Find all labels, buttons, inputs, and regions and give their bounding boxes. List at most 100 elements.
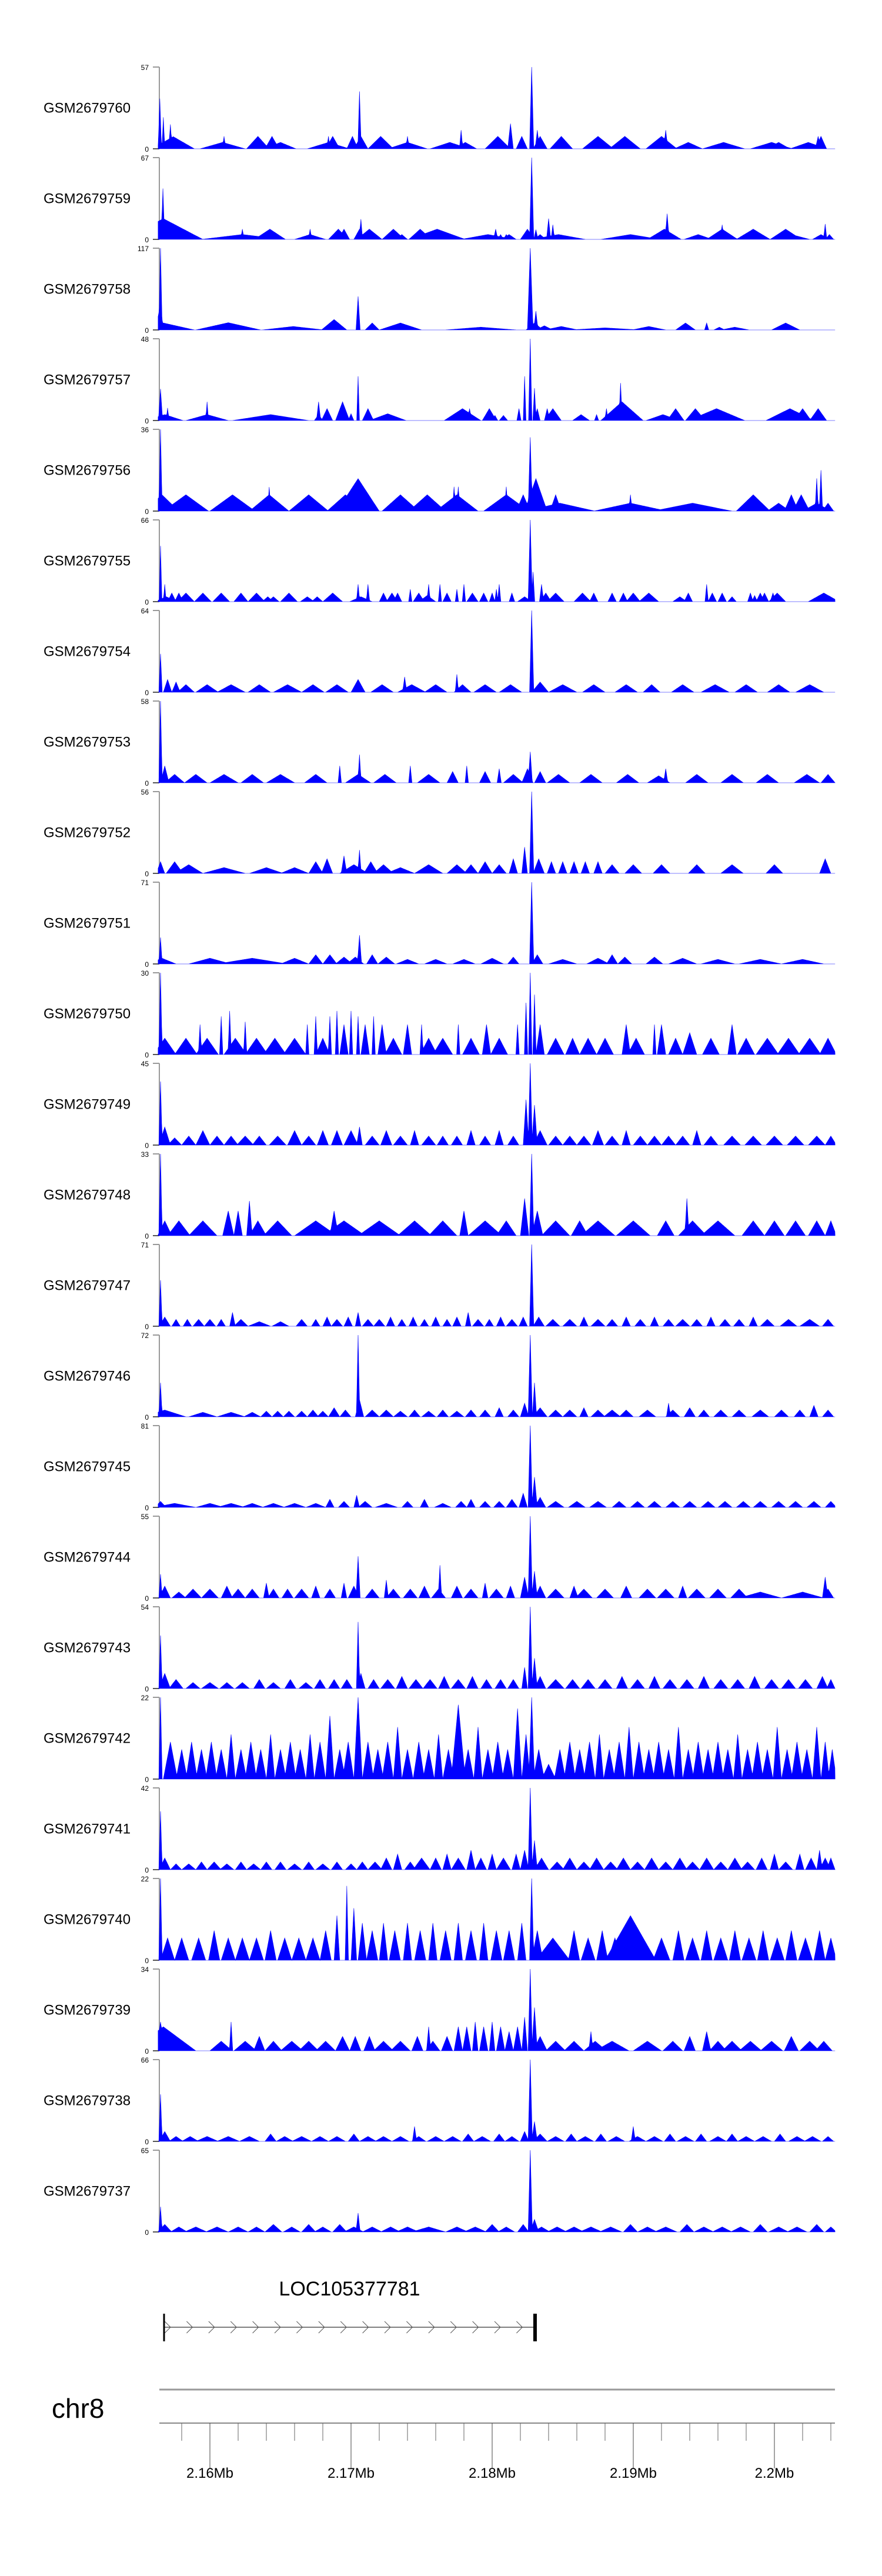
y-axis-zero-label: 0 — [145, 1594, 149, 1603]
strand-arrow-icon — [252, 2321, 259, 2334]
track-label: GSM2679745 — [44, 1459, 131, 1475]
y-axis-max-label: 66 — [141, 2056, 149, 2064]
coverage-area-GSM2679738 — [158, 2059, 836, 2142]
y-axis-max-label: 71 — [141, 1241, 149, 1249]
axis-tick-label: 2.17Mb — [328, 2465, 375, 2481]
strand-arrow-icon — [296, 2321, 303, 2334]
track-label: GSM2679740 — [44, 1912, 131, 1928]
track-label: GSM2679754 — [44, 644, 131, 660]
y-axis-zero-label: 0 — [145, 145, 149, 154]
coverage-area-GSM2679760 — [158, 66, 836, 149]
strand-arrow-icon — [362, 2321, 369, 2334]
axis-tick-label: 2.18Mb — [469, 2465, 516, 2481]
track-label: GSM2679751 — [44, 916, 131, 932]
track-label: GSM2679739 — [44, 2003, 131, 2018]
track-label: GSM2679752 — [44, 825, 131, 841]
track-label: GSM2679748 — [44, 1187, 131, 1203]
coverage-area-GSM2679750 — [158, 972, 836, 1055]
strand-arrow-icon — [230, 2321, 237, 2334]
y-axis-zero-label: 0 — [145, 1413, 149, 1422]
y-axis-max-label: 30 — [141, 969, 149, 977]
coverage-area-GSM2679758 — [158, 248, 836, 331]
chromosome-label: chr8 — [52, 2393, 104, 2424]
y-axis-zero-label: 0 — [145, 779, 149, 788]
coverage-area-GSM2679757 — [158, 338, 836, 421]
y-axis-zero-label: 0 — [145, 1866, 149, 1874]
strand-arrow-icon — [274, 2321, 281, 2334]
coverage-area-GSM2679759 — [158, 157, 836, 240]
coverage-area-GSM2679741 — [158, 1787, 836, 1870]
y-axis-max-label: 71 — [141, 879, 149, 887]
y-axis-zero-label: 0 — [145, 1776, 149, 1784]
gene-exon-start — [163, 2314, 165, 2341]
track-label: GSM2679741 — [44, 1821, 131, 1837]
y-axis-max-label: 66 — [141, 516, 149, 525]
track-label: GSM2679760 — [44, 101, 131, 116]
strand-arrow-icon — [406, 2321, 413, 2334]
y-axis-zero-label: 0 — [145, 960, 149, 969]
coverage-area-GSM2679752 — [158, 791, 836, 874]
y-axis-max-label: 45 — [141, 1060, 149, 1068]
y-axis-max-label: 33 — [141, 1150, 149, 1159]
track-label: GSM2679737 — [44, 2184, 131, 2200]
coverage-area-GSM2679753 — [158, 700, 836, 783]
y-axis-max-label: 64 — [141, 607, 149, 615]
y-axis-max-label: 57 — [141, 64, 149, 72]
strand-arrow-icon — [318, 2321, 325, 2334]
track-label: GSM2679759 — [44, 191, 131, 207]
gene-label: LOC105377781 — [279, 2278, 420, 2300]
coverage-area-GSM2679751 — [158, 882, 836, 965]
y-axis-zero-label: 0 — [145, 598, 149, 606]
strand-arrow-icon — [516, 2321, 523, 2334]
coverage-area-GSM2679739 — [158, 1968, 836, 2051]
coverage-area-GSM2679749 — [158, 1063, 836, 1146]
coverage-area-GSM2679740 — [158, 1878, 836, 1961]
y-axis-zero-label: 0 — [145, 1232, 149, 1240]
strand-arrow-icon — [494, 2321, 501, 2334]
y-axis-zero-label: 0 — [145, 2228, 149, 2237]
axis-tick-label: 2.19Mb — [610, 2465, 657, 2481]
track-label: GSM2679738 — [44, 2093, 131, 2109]
strand-arrow-icon — [186, 2321, 193, 2334]
coverage-area-GSM2679754 — [158, 610, 836, 693]
track-label: GSM2679749 — [44, 1097, 131, 1113]
y-axis-zero-label: 0 — [145, 236, 149, 244]
strand-arrow-icon — [472, 2321, 479, 2334]
strand-arrow-icon — [340, 2321, 347, 2334]
coverage-area-GSM2679746 — [158, 1334, 836, 1417]
track-label: GSM2679742 — [44, 1731, 131, 1747]
y-axis-max-label: 65 — [141, 2147, 149, 2155]
track-label: GSM2679747 — [44, 1278, 131, 1294]
y-axis-zero-label: 0 — [145, 508, 149, 516]
track-label: GSM2679757 — [44, 372, 131, 388]
track-label: GSM2679743 — [44, 1640, 131, 1656]
y-axis-max-label: 48 — [141, 335, 149, 343]
y-axis-max-label: 72 — [141, 1332, 149, 1340]
y-axis-zero-label: 0 — [145, 1323, 149, 1331]
track-label: GSM2679756 — [44, 463, 131, 479]
coverage-area-GSM2679742 — [158, 1697, 836, 1780]
y-axis-zero-label: 0 — [145, 689, 149, 697]
strand-arrow-icon — [384, 2321, 391, 2334]
y-axis-zero-label: 0 — [145, 2047, 149, 2056]
y-axis-zero-label: 0 — [145, 1142, 149, 1150]
y-axis-max-label: 117 — [138, 245, 149, 253]
y-axis-zero-label: 0 — [145, 870, 149, 878]
track-label: GSM2679746 — [44, 1369, 131, 1384]
track-label: GSM2679758 — [44, 282, 131, 298]
track-label: GSM2679744 — [44, 1550, 131, 1566]
y-axis-max-label: 56 — [141, 788, 149, 796]
y-axis-max-label: 22 — [141, 1694, 149, 1702]
coverage-area-GSM2679743 — [158, 1606, 836, 1689]
y-axis-max-label: 54 — [141, 1603, 149, 1611]
y-axis-max-label: 58 — [141, 698, 149, 706]
y-axis-zero-label: 0 — [145, 2138, 149, 2146]
strand-arrow-icon — [450, 2321, 457, 2334]
y-axis-max-label: 34 — [141, 1966, 149, 1974]
coverage-area-GSM2679747 — [158, 1244, 836, 1327]
y-axis-max-label: 67 — [141, 154, 149, 162]
coverage-area-GSM2679745 — [158, 1425, 836, 1508]
y-axis-max-label: 42 — [141, 1784, 149, 1793]
y-axis-zero-label: 0 — [145, 1685, 149, 1693]
